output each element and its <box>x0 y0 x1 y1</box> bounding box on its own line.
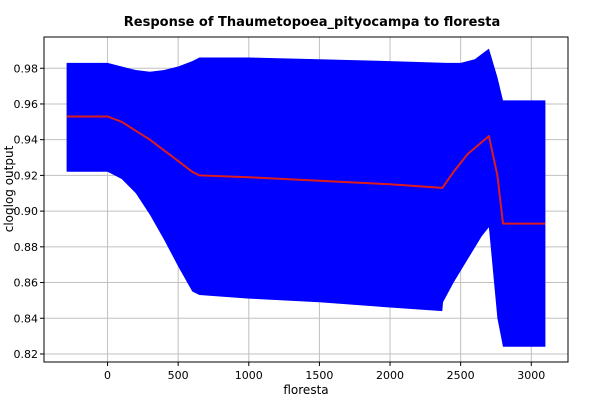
y-tick-label: 0.98 <box>14 62 39 75</box>
x-tick-label: 1500 <box>305 369 333 382</box>
y-tick-label: 0.88 <box>14 241 39 254</box>
chart-title: Response of Thaumetopoea_pityocampa to f… <box>124 15 500 30</box>
mean-response-line <box>66 115 546 225</box>
y-tick-label: 0.84 <box>14 312 39 325</box>
x-axis-ticks: 0 500 1000 1500 2000 2500 3000 <box>104 362 545 382</box>
y-tick-label: 0.82 <box>14 348 39 361</box>
x-tick-label: 500 <box>168 369 189 382</box>
x-tick-label: 1000 <box>235 369 263 382</box>
y-axis-ticks: 0.82 0.84 0.86 0.88 0.90 0.92 0.94 0.96 0.98 <box>14 62 44 361</box>
y-tick-label: 0.94 <box>14 134 39 147</box>
plot-frame <box>43 36 569 363</box>
x-tick-label: 2000 <box>376 369 404 382</box>
y-tick-label: 0.92 <box>14 169 39 182</box>
mean-line <box>66 115 546 225</box>
y-tick-label: 0.86 <box>14 277 39 290</box>
x-tick-label: 2500 <box>447 369 475 382</box>
x-tick-label: 3000 <box>517 369 545 382</box>
y-tick-label: 0.96 <box>14 98 39 111</box>
y-axis-label: cloglog output <box>2 145 16 232</box>
confidence-band-area <box>66 48 546 347</box>
x-axis-label: floresta <box>283 383 328 397</box>
confidence-band <box>66 48 546 347</box>
y-tick-label: 0.90 <box>14 205 39 218</box>
x-tick-label: 0 <box>104 369 111 382</box>
